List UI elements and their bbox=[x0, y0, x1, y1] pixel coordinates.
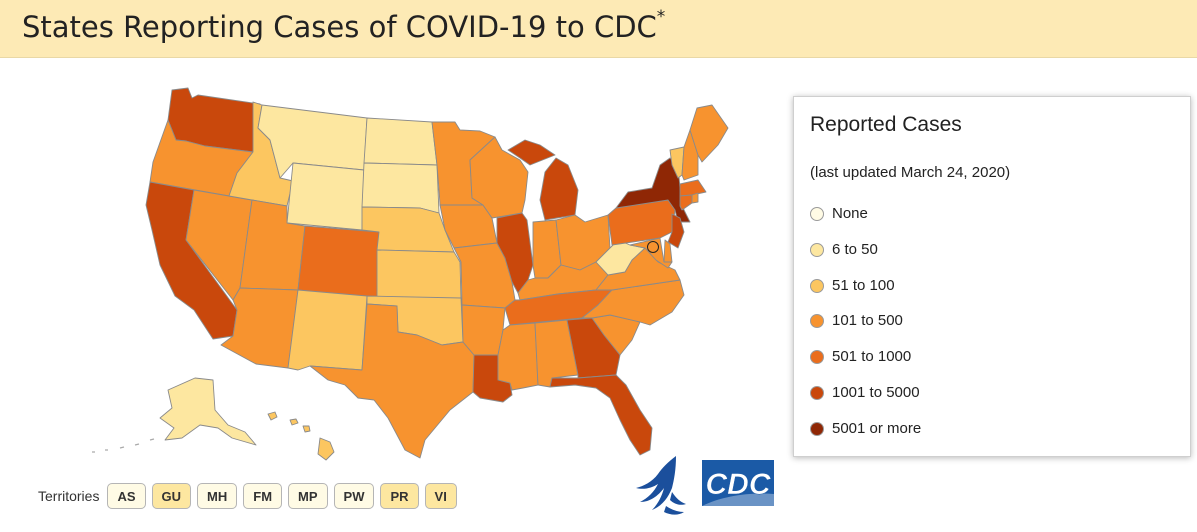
territory-button-pr[interactable]: PR bbox=[380, 483, 419, 509]
state-ND[interactable] bbox=[363, 117, 438, 166]
legend-label: 51 to 100 bbox=[832, 276, 895, 294]
territory-button-mh[interactable]: MH bbox=[197, 483, 238, 509]
state-MA[interactable] bbox=[679, 179, 707, 197]
legend-updated-date: (last updated March 24, 2020) bbox=[810, 164, 1011, 181]
legend-swatch bbox=[810, 207, 824, 221]
page-header: States Reporting Cases of COVID-19 to CD… bbox=[0, 0, 1197, 58]
state-SD[interactable] bbox=[361, 162, 440, 214]
state-HI[interactable] bbox=[267, 411, 335, 461]
title-asterisk: * bbox=[656, 7, 666, 28]
territory-button-gu[interactable]: GU bbox=[151, 483, 192, 509]
legend-label: None bbox=[832, 205, 868, 222]
state-VT[interactable] bbox=[669, 146, 685, 179]
legend-item: 101 to 500 bbox=[810, 312, 921, 348]
legend-item: 501 to 1000 bbox=[810, 348, 921, 384]
state-DC[interactable] bbox=[647, 241, 659, 253]
legend-item: None bbox=[810, 205, 921, 241]
territory-button-vi[interactable]: VI bbox=[424, 483, 457, 509]
state-CT[interactable] bbox=[679, 194, 693, 211]
hhs-eagle-icon bbox=[636, 456, 686, 515]
state-MD[interactable] bbox=[629, 237, 673, 269]
state-WY[interactable] bbox=[286, 162, 365, 231]
territories-label: Territories bbox=[38, 488, 100, 504]
legend-panel: Reported Cases (last updated March 24, 2… bbox=[793, 96, 1191, 457]
state-AK[interactable] bbox=[159, 377, 257, 446]
territories-bar: Territories AS GU MH FM MP PW PR VI bbox=[38, 482, 463, 510]
logos: CDC bbox=[636, 456, 774, 515]
state-WI[interactable] bbox=[469, 136, 529, 219]
state-TX[interactable] bbox=[309, 303, 475, 459]
legend-swatch bbox=[810, 350, 824, 365]
legend-label: 5001 or more bbox=[832, 419, 922, 437]
legend-swatch bbox=[810, 421, 824, 436]
legend-swatch bbox=[810, 314, 824, 329]
territory-button-pw[interactable]: PW bbox=[333, 483, 375, 509]
cdc-logo-icon: CDC bbox=[702, 460, 774, 506]
state-ME[interactable] bbox=[689, 104, 729, 163]
cdc-logo-text: CDC bbox=[706, 468, 772, 501]
state-FL[interactable] bbox=[549, 374, 653, 456]
legend-swatch bbox=[810, 278, 824, 293]
state-MS[interactable] bbox=[497, 322, 539, 391]
legend-label: 1001 to 5000 bbox=[832, 383, 920, 401]
page-title: States Reporting Cases of COVID-19 to CD… bbox=[22, 7, 666, 44]
state-NJ[interactable] bbox=[667, 213, 685, 249]
legend-title: Reported Cases bbox=[810, 113, 962, 136]
legend-swatch bbox=[810, 242, 824, 257]
legend-item: 5001 or more bbox=[810, 420, 921, 456]
legend-label: 6 to 50 bbox=[832, 240, 878, 258]
legend-label: 101 to 500 bbox=[832, 312, 903, 330]
state-AR[interactable] bbox=[461, 304, 506, 356]
territory-button-fm[interactable]: FM bbox=[243, 483, 283, 509]
legend-item: 51 to 100 bbox=[810, 277, 921, 313]
legend-item: 1001 to 5000 bbox=[810, 384, 921, 420]
state-KS[interactable] bbox=[376, 249, 462, 299]
legend-label: 501 to 1000 bbox=[832, 348, 912, 366]
state-NM[interactable] bbox=[287, 289, 368, 371]
state-MI[interactable] bbox=[507, 139, 579, 221]
territory-button-as[interactable]: AS bbox=[107, 483, 146, 509]
aleutian-islands bbox=[92, 438, 155, 453]
legend-item: 6 to 50 bbox=[810, 241, 921, 277]
legend-swatch bbox=[810, 385, 824, 400]
state-RI[interactable] bbox=[691, 192, 699, 204]
us-map bbox=[92, 87, 729, 461]
territory-button-mp[interactable]: MP bbox=[288, 483, 328, 509]
state-CO[interactable] bbox=[297, 225, 380, 299]
legend-list: None 6 to 50 51 to 100 101 to 500 501 to… bbox=[810, 205, 921, 456]
